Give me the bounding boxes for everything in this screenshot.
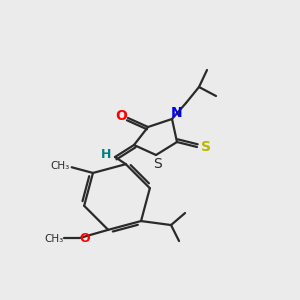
Text: N: N — [171, 106, 183, 120]
Text: CH₃: CH₃ — [45, 234, 64, 244]
Text: S: S — [201, 140, 211, 154]
Text: S: S — [154, 157, 162, 171]
Text: CH₃: CH₃ — [50, 161, 69, 171]
Text: H: H — [101, 148, 111, 160]
Text: O: O — [79, 232, 89, 245]
Text: O: O — [115, 109, 127, 123]
